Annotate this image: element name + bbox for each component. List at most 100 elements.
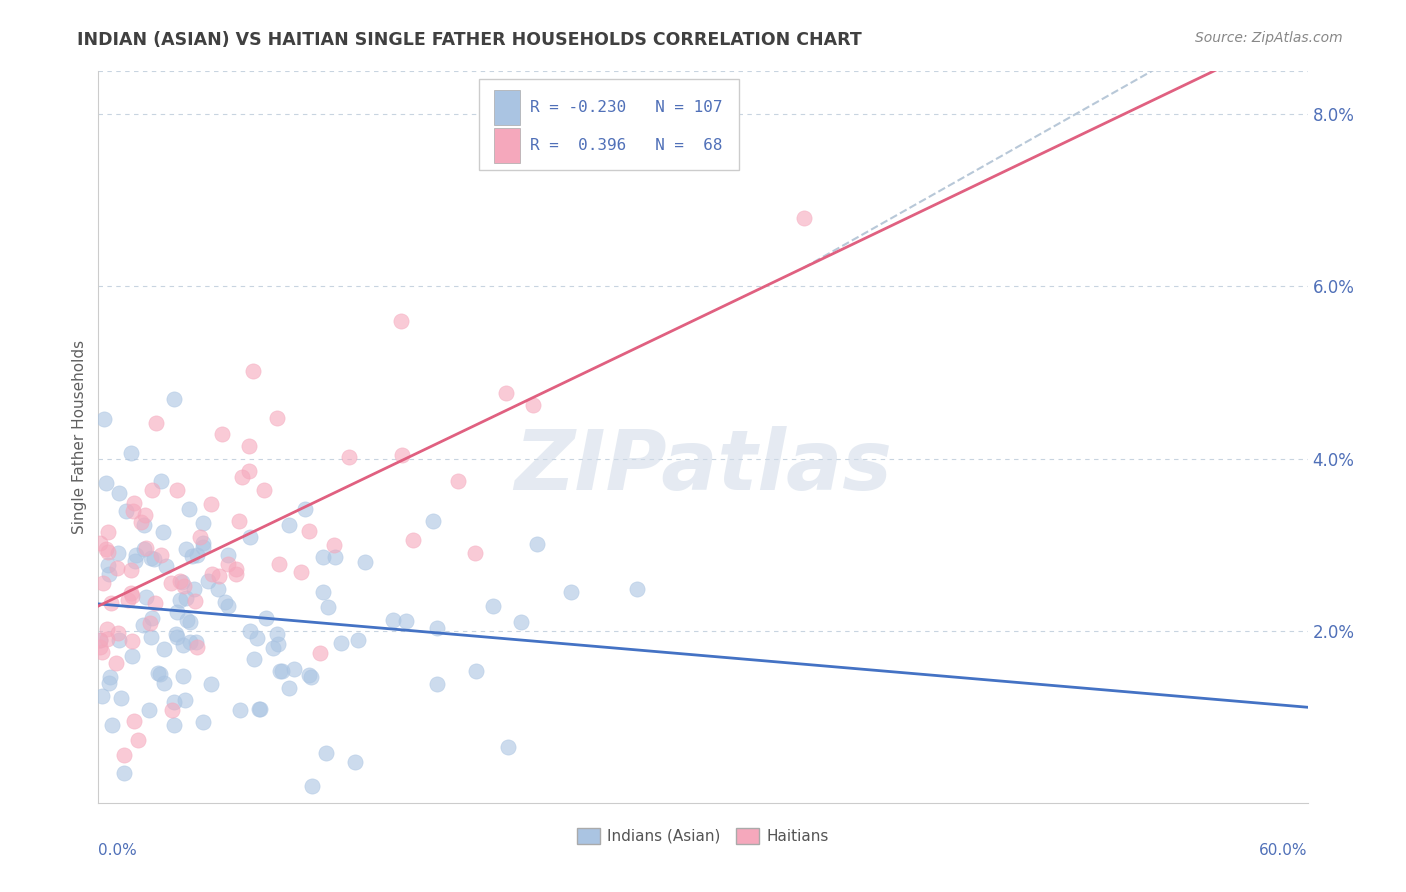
Point	[131, 618, 153, 632]
Point	[89, 640, 111, 654]
Point	[464, 546, 486, 560]
Point	[139, 616, 162, 631]
Point	[283, 662, 305, 676]
Point	[207, 569, 229, 583]
Point	[207, 582, 229, 596]
Point	[132, 517, 155, 532]
Point	[228, 514, 250, 528]
Point	[217, 557, 239, 571]
Point	[426, 677, 449, 691]
Point	[169, 574, 191, 588]
Point	[146, 665, 169, 680]
Point	[101, 717, 124, 731]
Point	[225, 566, 247, 581]
Point	[315, 746, 337, 760]
Point	[312, 585, 335, 599]
Point	[322, 538, 344, 552]
Point	[299, 670, 322, 684]
Point	[169, 593, 191, 607]
Point	[134, 508, 156, 522]
Point	[108, 632, 131, 647]
Point	[89, 633, 111, 648]
Point	[482, 599, 505, 613]
Y-axis label: Single Father Households: Single Father Households	[72, 340, 87, 534]
Point	[426, 622, 449, 636]
Point	[174, 541, 197, 556]
Point	[267, 557, 290, 571]
Point	[323, 550, 346, 565]
Point	[200, 676, 222, 690]
Point	[179, 634, 201, 648]
Point	[152, 641, 174, 656]
Point	[381, 613, 404, 627]
Point	[94, 475, 117, 490]
Point	[193, 540, 215, 554]
Point	[290, 565, 312, 579]
FancyBboxPatch shape	[479, 78, 740, 170]
Point	[183, 593, 205, 607]
Text: INDIAN (ASIAN) VS HAITIAN SINGLE FATHER HOUSEHOLDS CORRELATION CHART: INDIAN (ASIAN) VS HAITIAN SINGLE FATHER …	[77, 31, 862, 49]
Point	[121, 634, 143, 648]
Point	[266, 627, 288, 641]
Point	[152, 525, 174, 540]
Point	[347, 632, 370, 647]
Point	[172, 639, 194, 653]
Point	[166, 605, 188, 619]
Point	[238, 464, 260, 478]
Point	[256, 611, 278, 625]
Point	[447, 474, 470, 488]
Point	[793, 211, 815, 225]
Point	[197, 574, 219, 588]
Point	[278, 681, 301, 695]
Point	[353, 555, 375, 569]
Point	[181, 549, 204, 563]
Point	[100, 596, 122, 610]
Point	[626, 582, 648, 596]
Point	[125, 548, 148, 562]
Point	[162, 392, 184, 407]
Point	[179, 615, 201, 630]
Point	[124, 554, 146, 568]
Point	[238, 439, 260, 453]
Point	[330, 636, 353, 650]
Point	[162, 703, 184, 717]
Point	[266, 637, 288, 651]
Text: 60.0%: 60.0%	[1260, 843, 1308, 858]
Point	[560, 585, 582, 599]
Point	[91, 645, 114, 659]
Text: ZIPatlas: ZIPatlas	[515, 425, 891, 507]
Point	[173, 579, 195, 593]
Point	[98, 675, 121, 690]
Point	[186, 635, 208, 649]
Point	[138, 703, 160, 717]
Text: 0.0%: 0.0%	[98, 843, 138, 858]
Point	[402, 533, 425, 548]
Point	[120, 446, 142, 460]
Point	[269, 664, 291, 678]
Point	[266, 410, 288, 425]
Point	[271, 664, 294, 678]
Point	[149, 667, 172, 681]
Point	[229, 702, 252, 716]
Point	[129, 515, 152, 529]
Point	[121, 589, 143, 603]
Point	[115, 504, 138, 518]
Point	[105, 656, 128, 670]
Point	[522, 398, 544, 412]
Point	[96, 632, 118, 646]
Point	[155, 559, 177, 574]
Point	[166, 483, 188, 498]
Point	[211, 426, 233, 441]
Point	[242, 364, 264, 378]
Point	[97, 558, 120, 572]
Point	[249, 702, 271, 716]
Point	[94, 542, 117, 557]
Point	[93, 412, 115, 426]
Point	[122, 714, 145, 728]
Point	[89, 536, 111, 550]
Legend: Indians (Asian), Haitians: Indians (Asian), Haitians	[571, 822, 835, 850]
Point	[238, 624, 260, 638]
Point	[135, 541, 157, 556]
Point	[395, 614, 418, 628]
Point	[186, 640, 208, 654]
